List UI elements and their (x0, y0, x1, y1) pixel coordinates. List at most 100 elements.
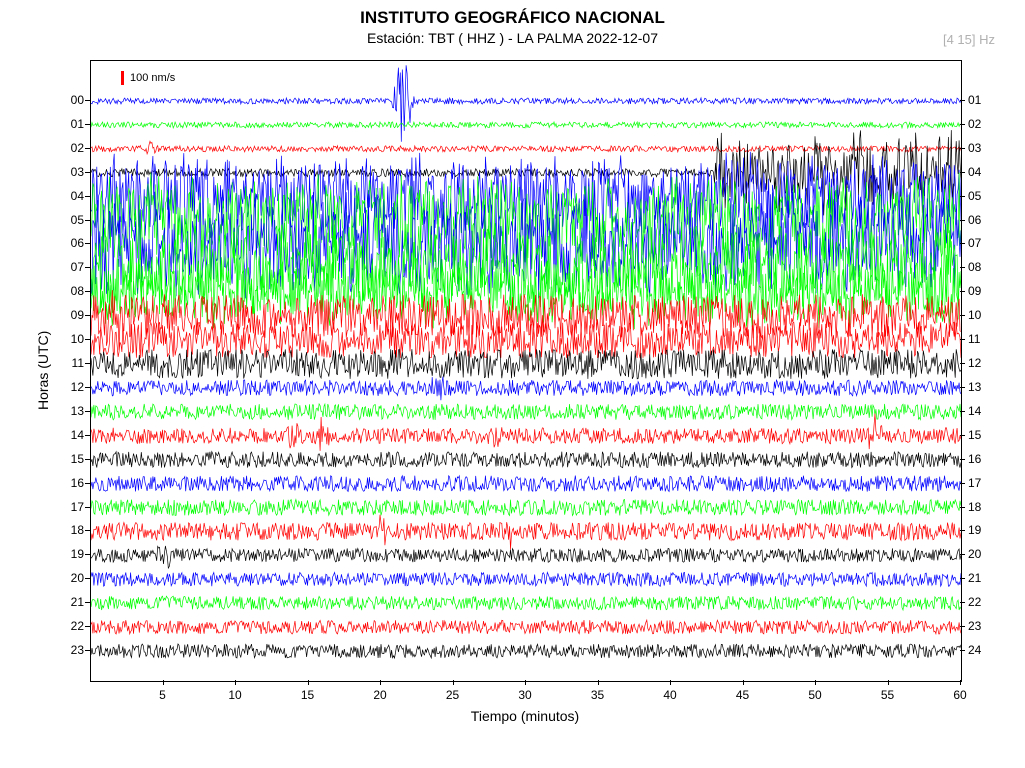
tick-mark (960, 680, 961, 685)
y-tick-left: 07 (62, 260, 84, 274)
tick-mark (960, 483, 965, 484)
tick-mark (960, 459, 965, 460)
trace-hour-21 (91, 596, 961, 610)
y-tick-left: 15 (62, 452, 84, 466)
y-tick-right: 14 (968, 404, 981, 418)
y-tick-left: 02 (62, 141, 84, 155)
x-tick: 25 (446, 688, 459, 702)
y-tick-left: 04 (62, 189, 84, 203)
tick-mark (960, 196, 965, 197)
tick-mark (85, 554, 90, 555)
x-tick: 60 (953, 688, 966, 702)
y-tick-right: 21 (968, 571, 981, 585)
tick-mark (85, 291, 90, 292)
y-tick-right: 08 (968, 260, 981, 274)
x-axis-label: Tiempo (minutos) (90, 708, 960, 724)
trace-hour-12 (91, 377, 961, 401)
chart-title: INSTITUTO GEOGRÁFICO NACIONAL (0, 8, 1025, 28)
tick-mark (235, 680, 236, 685)
y-tick-left: 05 (62, 213, 84, 227)
trace-hour-14 (91, 414, 961, 451)
y-tick-left: 06 (62, 236, 84, 250)
y-tick-right: 19 (968, 523, 981, 537)
y-tick-right: 03 (968, 141, 981, 155)
tick-mark (960, 339, 965, 340)
y-tick-right: 18 (968, 500, 981, 514)
tick-mark (85, 626, 90, 627)
y-tick-left: 03 (62, 165, 84, 179)
plot-area: 100 nm/s (90, 60, 962, 682)
tick-mark (85, 339, 90, 340)
tick-mark (85, 196, 90, 197)
tick-mark (743, 680, 744, 685)
tick-mark (960, 363, 965, 364)
y-tick-left: 20 (62, 571, 84, 585)
tick-mark (85, 172, 90, 173)
trace-hour-23 (91, 644, 961, 658)
y-tick-left: 12 (62, 380, 84, 394)
tick-mark (960, 172, 965, 173)
y-tick-left: 23 (62, 643, 84, 657)
tick-mark (670, 680, 671, 685)
x-tick: 15 (301, 688, 314, 702)
seismogram-svg (91, 61, 961, 681)
x-tick: 20 (373, 688, 386, 702)
tick-mark (308, 680, 309, 685)
tick-mark (85, 411, 90, 412)
tick-mark (85, 435, 90, 436)
y-tick-right: 22 (968, 595, 981, 609)
y-tick-right: 12 (968, 356, 981, 370)
tick-mark (85, 602, 90, 603)
tick-mark (85, 124, 90, 125)
chart-subtitle: Estación: TBT ( HHZ ) - LA PALMA 2022-12… (0, 30, 1025, 46)
x-tick: 45 (736, 688, 749, 702)
y-tick-right: 15 (968, 428, 981, 442)
y-tick-right: 01 (968, 93, 981, 107)
tick-mark (960, 220, 965, 221)
tick-mark (960, 387, 965, 388)
scale-label: 100 nm/s (130, 72, 175, 84)
y-tick-right: 05 (968, 189, 981, 203)
tick-mark (85, 530, 90, 531)
y-tick-left: 01 (62, 117, 84, 131)
tick-mark (85, 267, 90, 268)
y-tick-right: 10 (968, 308, 981, 322)
x-tick: 40 (663, 688, 676, 702)
tick-mark (815, 680, 816, 685)
y-tick-right: 20 (968, 547, 981, 561)
y-tick-right: 24 (968, 643, 981, 657)
tick-mark (85, 507, 90, 508)
tick-mark (453, 680, 454, 685)
tick-mark (960, 291, 965, 292)
scale-legend: 100 nm/s (121, 71, 175, 85)
tick-mark (960, 267, 965, 268)
tick-mark (960, 148, 965, 149)
y-axis-label: Horas (UTC) (35, 331, 51, 410)
trace-hour-17 (91, 500, 961, 516)
y-tick-left: 18 (62, 523, 84, 537)
y-tick-right: 23 (968, 619, 981, 633)
trace-hour-22 (91, 620, 961, 634)
trace-hour-19 (91, 546, 961, 568)
y-tick-right: 11 (968, 332, 980, 346)
tick-mark (380, 680, 381, 685)
tick-mark (960, 530, 965, 531)
y-tick-right: 04 (968, 165, 981, 179)
tick-mark (85, 578, 90, 579)
tick-mark (888, 680, 889, 685)
y-tick-right: 07 (968, 236, 981, 250)
trace-hour-15 (91, 452, 961, 468)
trace-hour-18 (91, 515, 961, 550)
tick-mark (598, 680, 599, 685)
x-tick: 50 (808, 688, 821, 702)
trace-hour-01 (91, 122, 961, 128)
x-tick: 5 (159, 688, 166, 702)
tick-mark (525, 680, 526, 685)
tick-mark (960, 243, 965, 244)
tick-mark (85, 315, 90, 316)
x-tick: 35 (591, 688, 604, 702)
trace-hour-16 (91, 476, 961, 492)
y-tick-left: 14 (62, 428, 84, 442)
tick-mark (960, 124, 965, 125)
tick-mark (85, 363, 90, 364)
